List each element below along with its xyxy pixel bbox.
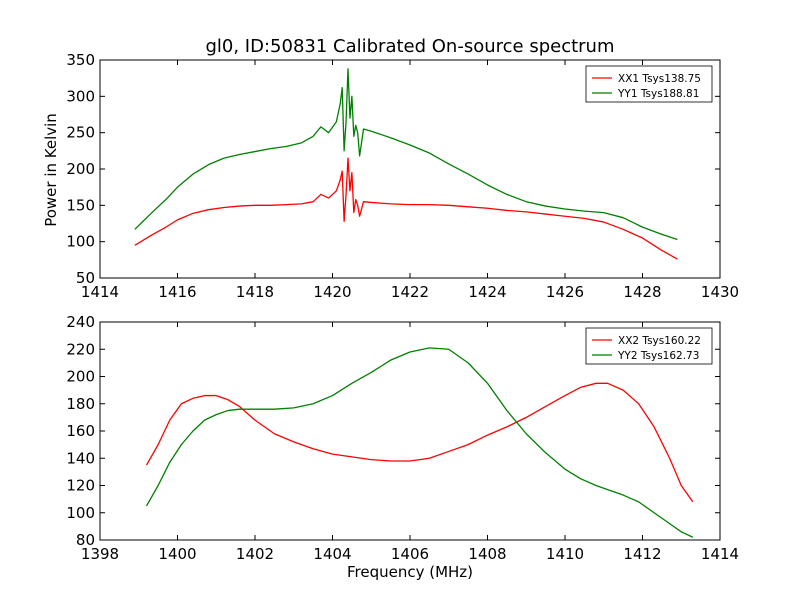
chart-title: gl0, ID:50831 Calibrated On-source spect…: [205, 36, 614, 57]
top-x-tick-label: 1424: [468, 283, 506, 301]
bottom-x-tick-label: 1404: [313, 545, 351, 563]
top-legend-box: [585, 65, 713, 103]
top-x-tick-label: 1420: [313, 283, 351, 301]
bottom-y-tick-label: 240: [66, 313, 95, 331]
top-series-line-yy1: [134, 68, 678, 241]
top-y-tick-label: 350: [66, 51, 95, 69]
bottom-x-tick-label: 1412: [623, 545, 661, 563]
bottom-legend-box: [585, 327, 713, 365]
top-y-tick-label: 200: [66, 160, 95, 178]
bottom-y-tick-label: 200: [66, 368, 95, 386]
x-axis-label: Frequency (MHz): [347, 563, 473, 581]
bottom-series-line-yy2: [145, 347, 694, 538]
top-x-tick-label: 1414: [81, 283, 119, 301]
bottom-x-tick-label: 1414: [701, 545, 739, 563]
bottom-y-tick-label: 80: [76, 531, 95, 549]
top-x-tick-label: 1418: [236, 283, 274, 301]
y-axis-label: Power in Kelvin: [42, 113, 60, 227]
top-x-tick-label: 1422: [391, 283, 429, 301]
top-legend-entry: YY1 Tsys188.81: [617, 88, 699, 100]
top-x-tick-label: 1430: [701, 283, 739, 301]
bottom-y-tick-label: 140: [66, 449, 95, 467]
bottom-y-tick-label: 180: [66, 395, 95, 413]
bottom-y-tick-label: 160: [66, 422, 95, 440]
bottom-y-tick-label: 100: [66, 504, 95, 522]
top-legend-entry: XX1 Tsys138.75: [618, 73, 701, 85]
top-y-tick-label: 150: [66, 196, 95, 214]
bottom-x-tick-label: 1400: [158, 545, 196, 563]
top-x-tick-label: 1416: [158, 283, 196, 301]
bottom-x-tick-label: 1406: [391, 545, 429, 563]
bottom-x-tick-label: 1398: [81, 545, 119, 563]
bottom-legend: XX2 Tsys160.22 YY2 Tsys162.73: [585, 327, 713, 365]
bottom-y-tick-label: 120: [66, 477, 95, 495]
bottom-y-tick-label: 220: [66, 340, 95, 358]
bottom-spectrum-panel: 1398 1400 1402 1404 1406 1408 1410 1412 1414 80 10…: [66, 313, 739, 563]
bottom-x-tick-label: 1408: [468, 545, 506, 563]
top-x-tick-label: 1428: [623, 283, 661, 301]
top-spectrum-panel: 1414 1416 1418 1420 1422 1424 1426 1428 1430 50 10…: [66, 51, 739, 301]
bottom-series-line-xx2: [145, 382, 694, 503]
top-legend: XX1 Tsys138.75 YY1 Tsys188.81: [585, 65, 713, 103]
bottom-legend-entry: XX2 Tsys160.22: [618, 335, 701, 347]
top-y-tick-label: 250: [66, 124, 95, 142]
top-series-line-xx1: [134, 157, 678, 260]
bottom-x-tick-label: 1410: [546, 545, 584, 563]
top-y-tick-label: 50: [76, 269, 95, 287]
top-y-tick-label: 100: [66, 233, 95, 251]
top-y-tick-label: 300: [66, 87, 95, 105]
top-x-tick-label: 1426: [546, 283, 584, 301]
bottom-legend-entry: YY2 Tsys162.73: [617, 350, 699, 362]
bottom-x-tick-label: 1402: [236, 545, 274, 563]
